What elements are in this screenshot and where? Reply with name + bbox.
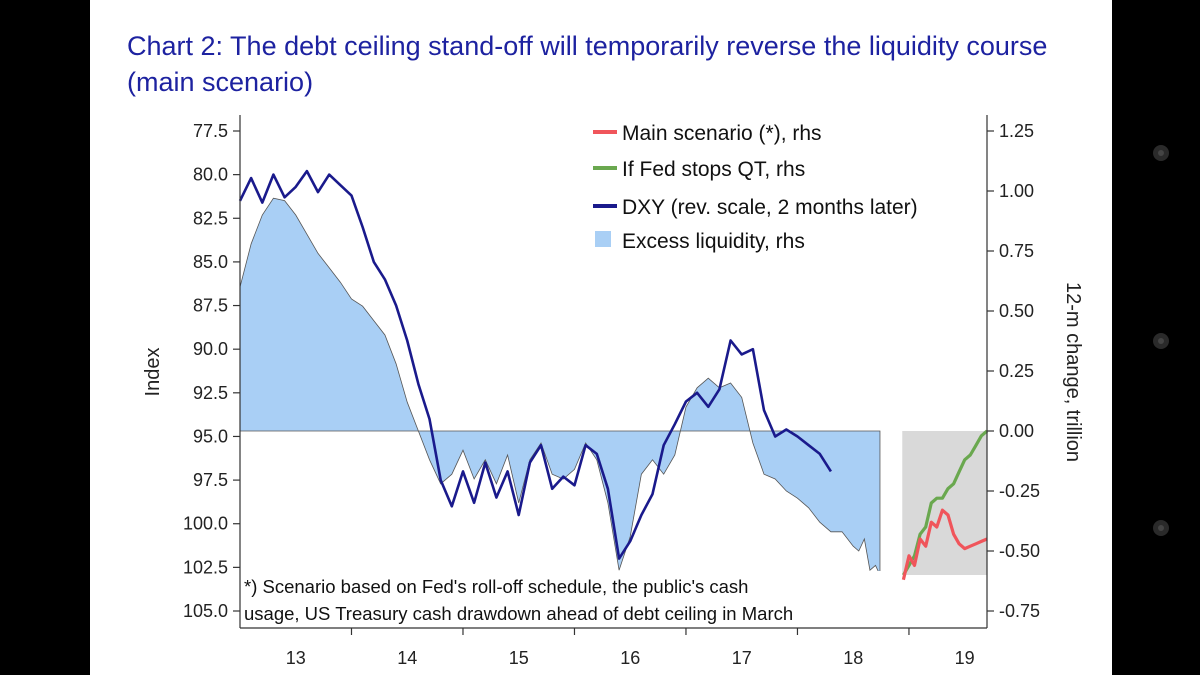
x-tick-label: 14 bbox=[397, 648, 417, 668]
right-tick-labels: 1.25 1.00 0.75 0.50 0.25 0.00 -0.25 -0.50 -0.75 bbox=[987, 121, 1040, 621]
footnote-line-1: *) Scenario based on Fed's roll-off sche… bbox=[244, 576, 748, 597]
footnote-line-2: usage, US Treasury cash drawdown ahead o… bbox=[244, 603, 793, 624]
x-tick-label: 17 bbox=[732, 648, 752, 668]
left-tick-label: 105.0 bbox=[183, 601, 228, 621]
left-tick-label: 90.0 bbox=[193, 339, 228, 359]
x-tick-label: 15 bbox=[509, 648, 529, 668]
left-tick-label: 80.0 bbox=[193, 165, 228, 185]
right-tick-label: 0.25 bbox=[999, 361, 1034, 381]
legend-label-dxy: DXY (rev. scale, 2 months later) bbox=[622, 196, 918, 219]
left-tick-label: 100.0 bbox=[183, 514, 228, 534]
dxy-line bbox=[238, 169, 832, 560]
excess-liquidity-area-path bbox=[239, 197, 881, 576]
legend-label-liquidity: Excess liquidity, rhs bbox=[622, 230, 805, 253]
left-tick-label: 82.5 bbox=[193, 208, 228, 228]
right-tick-label: 1.25 bbox=[999, 121, 1034, 141]
left-tick-labels: 77.5 80.0 82.5 85.0 87.5 90.0 92.5 95.0 97.5 100.… bbox=[183, 121, 240, 621]
x-tick-label: 16 bbox=[620, 648, 640, 668]
footnote: *) Scenario based on Fed's roll-off sche… bbox=[241, 571, 901, 627]
side-button-middle[interactable] bbox=[1153, 333, 1169, 349]
left-tick-label: 102.5 bbox=[183, 557, 228, 577]
side-button-bottom[interactable] bbox=[1153, 520, 1169, 536]
chart-title: Chart 2: The debt ceiling stand-off will… bbox=[127, 31, 1048, 97]
x-tick-label: 13 bbox=[286, 648, 306, 668]
chart-panel: Chart 2: The debt ceiling stand-off will… bbox=[90, 0, 1112, 675]
left-tick-label: 95.0 bbox=[193, 426, 228, 446]
legend-label-main: Main scenario (*), rhs bbox=[622, 122, 822, 145]
right-tick-label: 1.00 bbox=[999, 181, 1034, 201]
left-tick-label: 85.0 bbox=[193, 252, 228, 272]
legend: Main scenario (*), rhs If Fed stops QT, … bbox=[593, 122, 918, 253]
chart-svg: 77.5 80.0 82.5 85.0 87.5 90.0 92.5 95.0 97.5 100.… bbox=[142, 115, 1084, 668]
left-tick-label: 87.5 bbox=[193, 296, 228, 316]
right-axis-label: 12-m change, trillion bbox=[1062, 282, 1084, 462]
legend-swatch-liquidity bbox=[595, 231, 611, 247]
left-tick-label: 77.5 bbox=[193, 121, 228, 141]
series-lines bbox=[238, 169, 989, 581]
legend-label-qt: If Fed stops QT, rhs bbox=[622, 158, 805, 181]
main-scenario-line bbox=[901, 508, 988, 581]
side-button-top[interactable] bbox=[1153, 145, 1169, 161]
right-tick-label: -0.75 bbox=[999, 601, 1040, 621]
x-tick-label: 18 bbox=[843, 648, 863, 668]
left-axis-label: Index bbox=[142, 348, 164, 397]
right-tick-label: 0.75 bbox=[999, 241, 1034, 261]
right-tick-label: -0.50 bbox=[999, 541, 1040, 561]
excess-liquidity-area bbox=[239, 197, 881, 576]
left-tick-label: 92.5 bbox=[193, 383, 228, 403]
x-tick-labels: 13 14 15 16 17 18 19 bbox=[286, 628, 975, 668]
x-tick-label: 19 bbox=[955, 648, 975, 668]
left-tick-label: 97.5 bbox=[193, 470, 228, 490]
right-tick-label: 0.50 bbox=[999, 301, 1034, 321]
right-tick-label: 0.00 bbox=[999, 421, 1034, 441]
right-tick-label: -0.25 bbox=[999, 481, 1040, 501]
